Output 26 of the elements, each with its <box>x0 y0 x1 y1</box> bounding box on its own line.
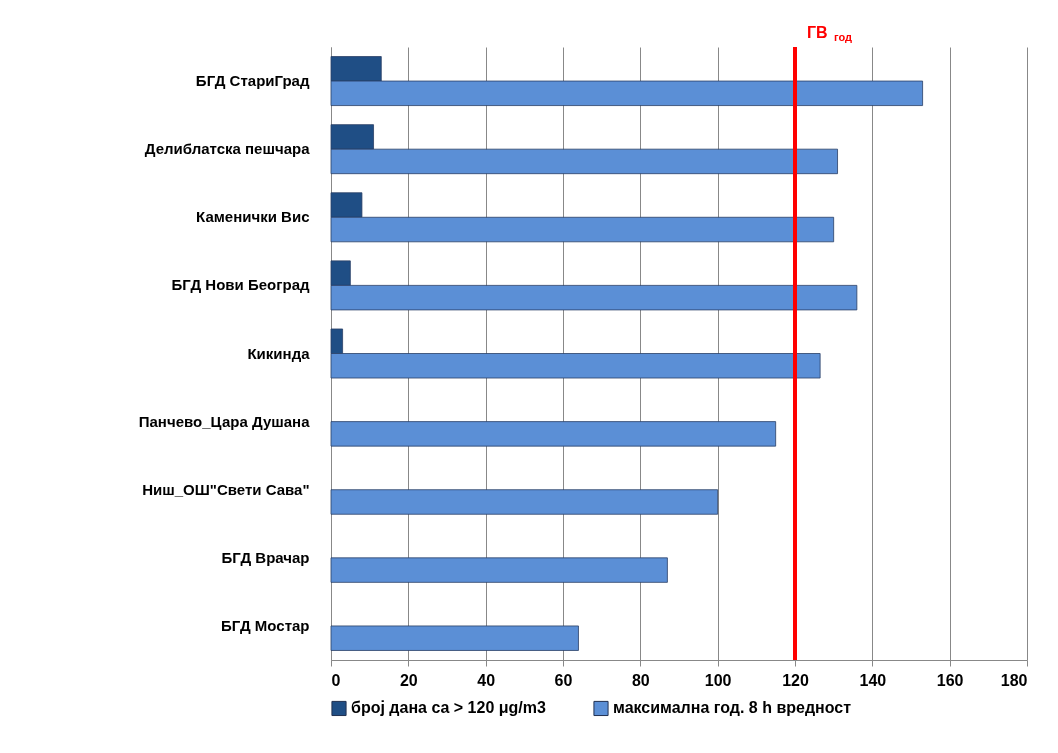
x-tick-label: 80 <box>631 671 650 689</box>
y-tick-label: БГД Врачар <box>221 548 310 566</box>
x-tick-label: 140 <box>859 671 887 689</box>
y-tick-label: Каменички Вис <box>196 208 310 226</box>
x-tick-label: 120 <box>782 671 809 689</box>
x-tick-label: 20 <box>399 671 418 689</box>
x-tick-label: 60 <box>554 671 573 689</box>
x-tick-label: 160 <box>936 671 964 689</box>
ref-line-label: ГВ год <box>807 24 853 43</box>
bar <box>330 421 777 447</box>
bar <box>330 557 668 583</box>
legend-label: максимална год. 8 h вредност <box>613 699 852 717</box>
y-tick-label: Кикинда <box>247 344 311 362</box>
bar <box>330 625 579 651</box>
x-tick-label: 180 <box>1000 671 1028 689</box>
x-tick-label: 100 <box>704 671 732 689</box>
y-tick-label: Делиблатска пешчара <box>144 140 311 158</box>
x-tick-label: 40 <box>477 671 496 689</box>
y-tick-label: Ниш_ОШ"Свети Сава" <box>142 480 310 498</box>
legend-label: број дана са > 120 μg/m3 <box>351 699 546 717</box>
y-tick-label: БГД Мостар <box>221 616 310 634</box>
bar <box>330 489 719 515</box>
x-tick-label: 0 <box>331 671 341 689</box>
y-tick-label: Панчево_Цара Душана <box>138 412 311 430</box>
y-tick-label: БГД Нови Београд <box>171 276 310 294</box>
y-tick-label: БГД СтариГрад <box>195 72 310 90</box>
